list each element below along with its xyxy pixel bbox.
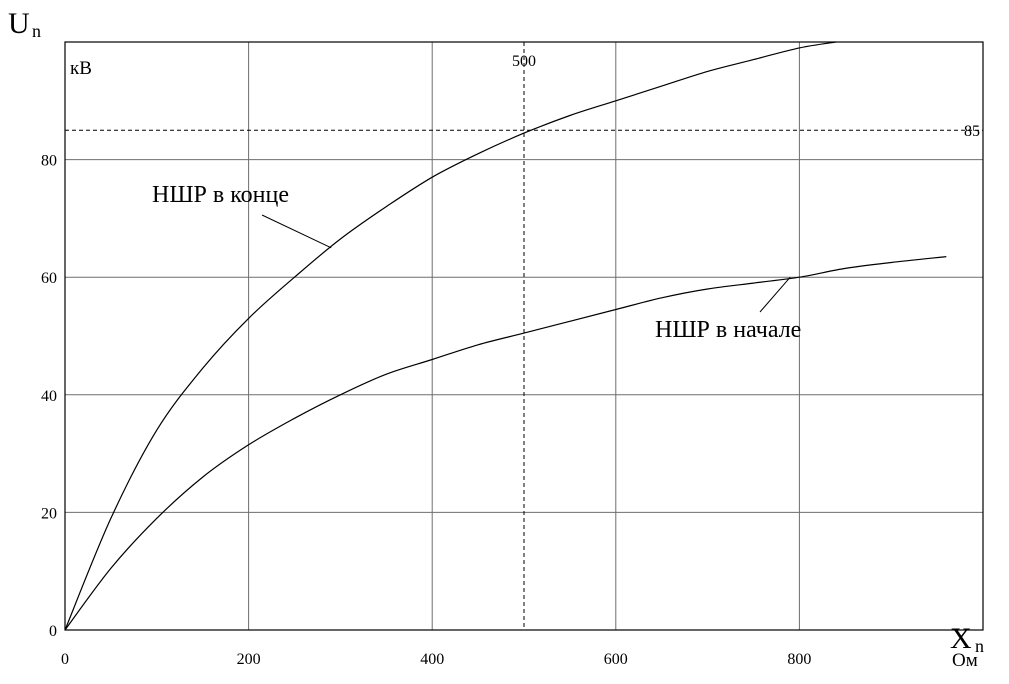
x-tick-label: 800 (787, 651, 811, 668)
reference-label-horizontal: 85 (964, 123, 980, 140)
annotation-label-1: НШР в конце (152, 182, 289, 208)
reference-label-vertical: 500 (512, 53, 536, 70)
y-tick-label: 60 (41, 270, 57, 287)
y-tick-label: 80 (41, 153, 57, 170)
series-line-2 (64, 256, 947, 631)
y-tick-label: 40 (41, 388, 57, 405)
annotations: НШР в конце НШР в начале (152, 182, 801, 343)
series-line-1 (64, 41, 837, 631)
x-axis-symbol: X (950, 622, 972, 655)
reference-lines: 500 85 (65, 42, 983, 630)
x-tick-label: 600 (604, 651, 628, 668)
plot-frame (64, 41, 984, 631)
y-tick-label: 0 (49, 623, 57, 640)
annotation-leader-2 (759, 276, 791, 313)
y-axis-symbol: U (8, 7, 30, 40)
x-axis-subscript: n (975, 636, 984, 656)
x-tick-label: 400 (420, 651, 444, 668)
tick-labels: 0 200 400 600 800 0 20 40 60 80 (41, 153, 811, 668)
series-lines (64, 41, 947, 631)
annotation-label-2: НШР в начале (655, 317, 801, 343)
x-tick-label: 200 (237, 651, 261, 668)
x-tick-label: 0 (61, 651, 69, 668)
y-tick-label: 20 (41, 505, 57, 522)
x-axis-unit: Ом (952, 650, 978, 671)
y-axis-subscript: n (32, 21, 41, 41)
y-axis-unit: кВ (70, 58, 92, 79)
annotation-leader-1 (261, 214, 332, 249)
